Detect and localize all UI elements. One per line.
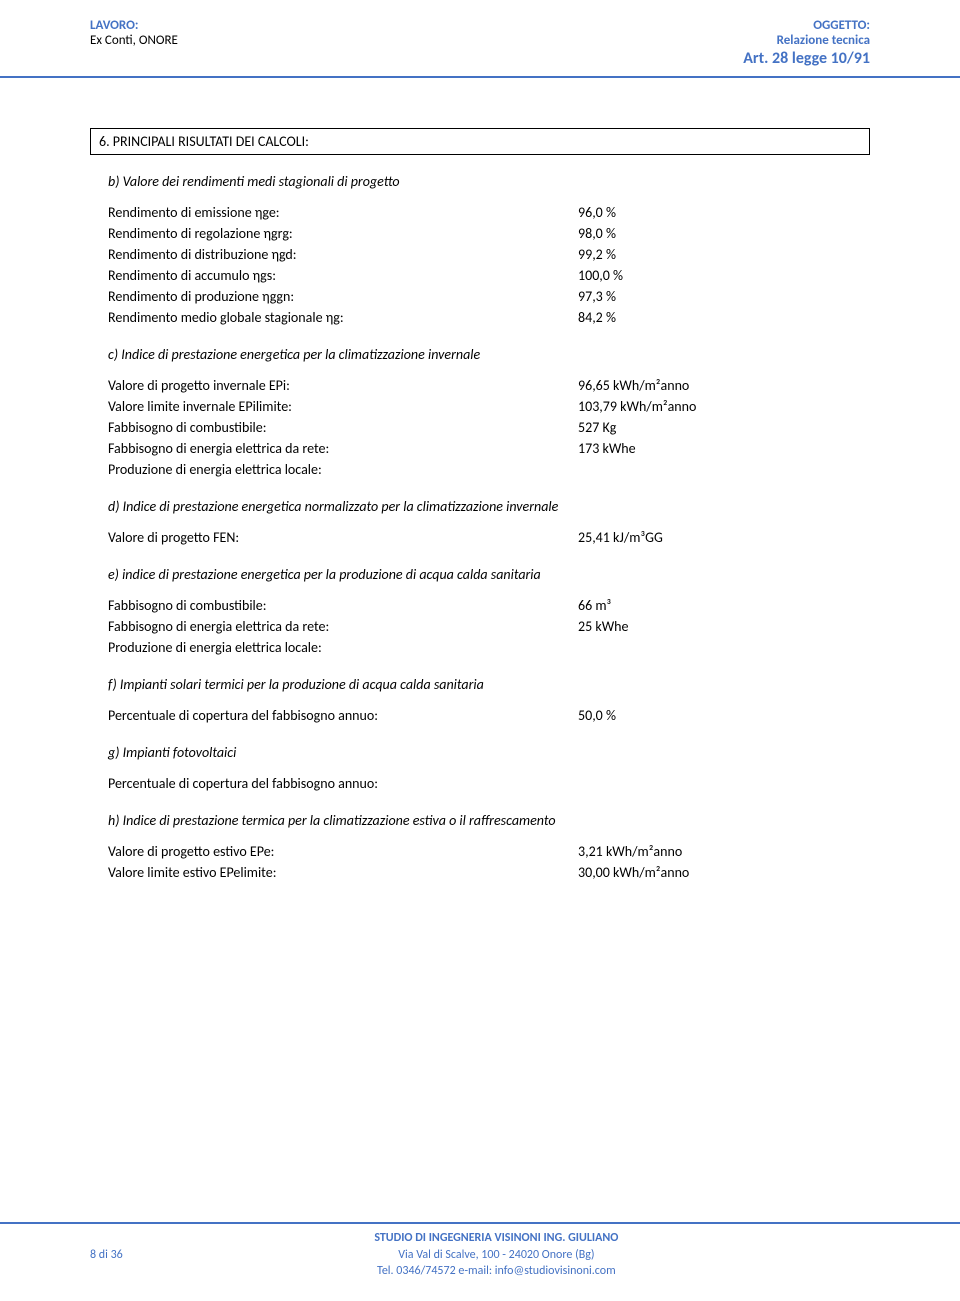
subsection-e-title: e) indice di prestazione energetica per …	[90, 566, 870, 583]
footer-page-number: 8 di 36	[90, 1248, 123, 1262]
row-label: Valore di progetto estivo EPe:	[108, 841, 578, 862]
row-g-0: Percentuale di copertura del fabbisogno …	[90, 773, 870, 794]
subsection-g-title: g) Impianti fotovoltaici	[90, 744, 870, 761]
row-label: Rendimento medio globale stagionale ηg:	[108, 307, 578, 328]
row-label: Valore limite estivo EPelimite:	[108, 862, 578, 883]
row-value: 103,79 kWh/m²anno	[578, 396, 870, 417]
footer-address: Via Val di Scalve, 100 - 24020 Onore (Bg…	[123, 1247, 870, 1263]
row-h-0: Valore di progetto estivo EPe:3,21 kWh/m…	[90, 841, 870, 862]
row-f-0: Percentuale di copertura del fabbisogno …	[90, 705, 870, 726]
row-value: 30,00 kWh/m²anno	[578, 862, 870, 883]
row-b-2: Rendimento di distribuzione ηgd:99,2 %	[90, 244, 870, 265]
row-e-2: Produzione di energia elettrica locale:	[90, 637, 870, 658]
row-value: 25,41 kJ/m³GG	[578, 527, 870, 548]
row-value: 66 m³	[578, 595, 870, 616]
footer-studio: STUDIO DI INGEGNERIA VISINONI ING. GIULI…	[123, 1230, 870, 1246]
row-label: Percentuale di copertura del fabbisogno …	[108, 705, 578, 726]
row-d-0: Valore di progetto FEN:25,41 kJ/m³GG	[90, 527, 870, 548]
row-label: Rendimento di regolazione ηgrg:	[108, 223, 578, 244]
row-c-0: Valore di progetto invernale EPi:96,65 k…	[90, 375, 870, 396]
row-value: 173 kWhe	[578, 438, 870, 459]
subsection-f-title: f) Impianti solari termici per la produz…	[90, 676, 870, 693]
row-b-0: Rendimento di emissione ηge:96,0 %	[90, 202, 870, 223]
header-left-label: LAVORO:	[90, 18, 139, 33]
section-6-title: 6. PRINCIPALI RISULTATI DEI CALCOLI:	[90, 128, 870, 155]
row-label: Valore limite invernale EPilimite:	[108, 396, 578, 417]
row-c-2: Fabbisogno di combustibile:527 Kg	[90, 417, 870, 438]
row-c-3: Fabbisogno di energia elettrica da rete:…	[90, 438, 870, 459]
row-value: 50,0 %	[578, 705, 870, 726]
row-label: Produzione di energia elettrica locale:	[108, 459, 578, 480]
page-footer: 8 di 36 STUDIO DI INGEGNERIA VISINONI IN…	[0, 1222, 960, 1279]
row-label: Fabbisogno di combustibile:	[108, 417, 578, 438]
row-value: 25 kWhe	[578, 616, 870, 637]
header-right-line2: Art. 28 legge 10/91	[90, 49, 870, 68]
row-h-1: Valore limite estivo EPelimite:30,00 kWh…	[90, 862, 870, 883]
footer-center: STUDIO DI INGEGNERIA VISINONI ING. GIULI…	[123, 1230, 870, 1279]
row-label: Percentuale di copertura del fabbisogno …	[108, 773, 578, 794]
row-label: Fabbisogno di energia elettrica da rete:	[108, 438, 578, 459]
row-c-1: Valore limite invernale EPilimite:103,79…	[90, 396, 870, 417]
row-c-4: Produzione di energia elettrica locale:	[90, 459, 870, 480]
row-value: 96,0 %	[578, 202, 870, 223]
row-e-0: Fabbisogno di combustibile:66 m³	[90, 595, 870, 616]
row-b-1: Rendimento di regolazione ηgrg:98,0 %	[90, 223, 870, 244]
row-label: Rendimento di emissione ηge:	[108, 202, 578, 223]
header-left-value: Ex Conti, ONORE	[90, 33, 178, 48]
row-value: 99,2 %	[578, 244, 870, 265]
row-b-3: Rendimento di accumulo ηgs:100,0 %	[90, 265, 870, 286]
row-value	[578, 459, 870, 480]
header-right-line1: Relazione tecnica	[777, 33, 870, 48]
subsection-c-title: c) Indice di prestazione energetica per …	[90, 346, 870, 363]
footer-contact: Tel. 0346/74572 e-mail: info@studiovisin…	[123, 1263, 870, 1279]
row-value: 97,3 %	[578, 286, 870, 307]
row-b-4: Rendimento di produzione ηggn:97,3 %	[90, 286, 870, 307]
subsection-h-title: h) Indice di prestazione termica per la …	[90, 812, 870, 829]
row-b-5: Rendimento medio globale stagionale ηg:8…	[90, 307, 870, 328]
row-value: 527 Kg	[578, 417, 870, 438]
row-value	[578, 773, 870, 794]
row-label: Rendimento di produzione ηggn:	[108, 286, 578, 307]
row-label: Fabbisogno di combustibile:	[108, 595, 578, 616]
row-value: 84,2 %	[578, 307, 870, 328]
row-label: Valore di progetto FEN:	[108, 527, 578, 548]
row-label: Valore di progetto invernale EPi:	[108, 375, 578, 396]
row-label: Rendimento di distribuzione ηgd:	[108, 244, 578, 265]
row-e-1: Fabbisogno di energia elettrica da rete:…	[90, 616, 870, 637]
row-value: 96,65 kWh/m²anno	[578, 375, 870, 396]
row-value: 98,0 %	[578, 223, 870, 244]
row-value	[578, 637, 870, 658]
row-value: 100,0 %	[578, 265, 870, 286]
subsection-b-title: b) Valore dei rendimenti medi stagionali…	[90, 173, 870, 190]
header-row-2: Ex Conti, ONORE Relazione tecnica	[90, 33, 870, 48]
page-header: LAVORO: OGGETTO: Ex Conti, ONORE Relazio…	[0, 0, 960, 78]
main-content: 6. PRINCIPALI RISULTATI DEI CALCOLI: b) …	[0, 78, 960, 903]
row-label: Fabbisogno di energia elettrica da rete:	[108, 616, 578, 637]
subsection-d-title: d) Indice di prestazione energetica norm…	[90, 498, 870, 515]
row-label: Produzione di energia elettrica locale:	[108, 637, 578, 658]
header-right-label: OGGETTO:	[813, 18, 870, 33]
row-label: Rendimento di accumulo ηgs:	[108, 265, 578, 286]
header-row-1: LAVORO: OGGETTO:	[90, 18, 870, 33]
row-value: 3,21 kWh/m²anno	[578, 841, 870, 862]
